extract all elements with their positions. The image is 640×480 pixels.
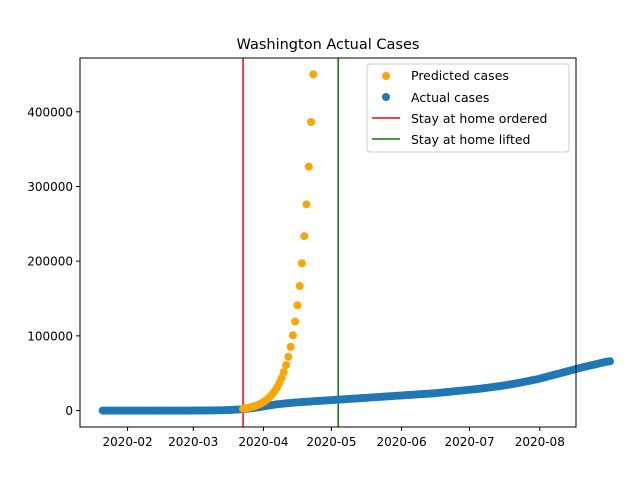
predicted-point: [293, 301, 302, 310]
x-tick-label: 2020-04: [238, 435, 288, 449]
legend-ordered-label: Stay at home ordered: [411, 111, 548, 126]
legend-lifted-label: Stay at home lifted: [411, 132, 530, 147]
legend-predicted-marker: [382, 72, 390, 80]
actual-point: [605, 357, 614, 366]
x-tick-label: 2020-03: [168, 435, 218, 449]
predicted-point: [300, 232, 309, 241]
legend: Predicted cases Actual cases Stay at hom…: [366, 63, 570, 153]
x-tick-label: 2020-07: [444, 435, 494, 449]
y-tick-label: 100000: [27, 329, 73, 343]
predicted-point: [279, 368, 288, 377]
data-series: [98, 70, 614, 415]
predicted-point: [282, 361, 291, 370]
legend-actual-label: Actual cases: [411, 90, 489, 105]
legend-predicted-label: Predicted cases: [411, 68, 509, 83]
predicted-series: [239, 70, 318, 413]
plot-frame: [79, 57, 577, 428]
y-tick-label: 300000: [27, 180, 73, 194]
x-axis: 2020-02 2020-03 2020-04 2020-05 2020-06 2020-…: [102, 427, 565, 449]
predicted-point: [307, 118, 316, 127]
y-axis: 0 100000 200000 300000 400000: [27, 105, 80, 418]
predicted-point: [288, 331, 297, 340]
predicted-point: [286, 342, 295, 351]
vertical-lines: [242, 58, 339, 427]
y-tick-label: 0: [65, 404, 73, 418]
chart-title: Washington Actual Cases: [237, 37, 420, 53]
predicted-point: [302, 200, 311, 209]
x-tick-label: 2020-05: [306, 435, 356, 449]
x-tick-label: 2020-06: [377, 435, 427, 449]
x-tick-label: 2020-02: [102, 435, 152, 449]
legend-box: [366, 63, 570, 153]
predicted-point: [304, 162, 313, 171]
predicted-point: [295, 281, 304, 290]
x-tick-label: 2020-08: [515, 435, 565, 449]
predicted-point: [284, 352, 293, 361]
predicted-point: [297, 259, 306, 268]
y-tick-label: 400000: [27, 105, 73, 119]
predicted-point: [309, 70, 318, 79]
predicted-point: [291, 317, 300, 326]
legend-actual-marker: [382, 93, 390, 101]
y-tick-label: 200000: [27, 255, 73, 269]
